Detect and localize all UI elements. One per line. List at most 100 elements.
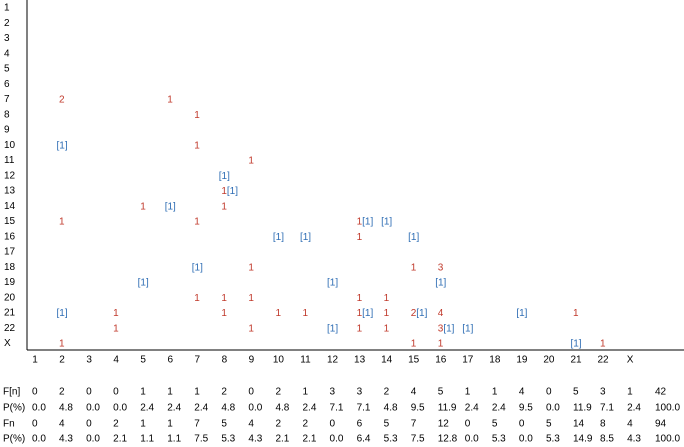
cell-bracket: [1] — [381, 216, 392, 227]
cell: 1 — [59, 338, 65, 349]
cell: 1 — [384, 308, 390, 319]
cell-count: 1 — [411, 262, 417, 273]
cell-bracket: [1] — [462, 323, 473, 334]
footer-value: 3 — [600, 387, 606, 398]
footer-value: 5.3 — [546, 434, 560, 445]
cell: 1 — [194, 109, 200, 120]
cell: [1] — [273, 231, 284, 242]
footer-value: 3 — [330, 387, 336, 398]
cell: 1 — [357, 292, 363, 303]
cell-count: 1 — [221, 292, 227, 303]
footer-value: 1 — [303, 387, 309, 398]
row-label: 17 — [4, 247, 16, 258]
footer-value: 0.0 — [32, 403, 46, 414]
footer-value: 1 — [492, 387, 498, 398]
footer-value: 2 — [221, 387, 227, 398]
cell-count: 1 — [113, 323, 119, 334]
cell: [1] — [327, 323, 338, 334]
row-label: 14 — [4, 201, 16, 212]
cell-count: 1 — [248, 155, 254, 166]
cell: 1[1] — [221, 186, 238, 197]
footer-value: 5 — [384, 419, 390, 430]
footer-value: 1.1 — [167, 434, 181, 445]
cell: 1 — [600, 338, 606, 349]
footer-value: 0 — [465, 419, 471, 430]
cell-count: 1 — [194, 216, 200, 227]
cell-bracket: [1] — [56, 140, 67, 151]
row-label: 10 — [4, 140, 16, 151]
col-label: 6 — [167, 355, 173, 366]
cell: 1 — [221, 308, 227, 319]
cell: 1 — [194, 292, 200, 303]
row-label: 19 — [4, 277, 16, 288]
cell: [1] — [138, 277, 149, 288]
footer-value: 12 — [438, 419, 450, 430]
cell-count: 1 — [384, 308, 390, 319]
cell: [1] — [56, 140, 67, 151]
footer-label: Fn — [3, 419, 15, 430]
footer-value: 0 — [32, 387, 38, 398]
footer-value: 4 — [248, 419, 254, 430]
cell-count: 1 — [303, 308, 309, 319]
cell: [1] — [327, 277, 338, 288]
row-label: 11 — [4, 155, 15, 166]
footer-value: 5 — [221, 419, 227, 430]
footer-value: 0.0 — [86, 434, 100, 445]
cell: 1 — [113, 323, 119, 334]
footer-value: 1 — [627, 387, 633, 398]
cell-bracket: [1] — [408, 231, 419, 242]
footer-value: 5 — [438, 387, 444, 398]
row-label: X — [4, 338, 11, 349]
cell: 2 — [59, 94, 65, 105]
col-label: 8 — [222, 355, 228, 366]
cell-count: 1 — [357, 231, 363, 242]
cell: 1 — [248, 292, 254, 303]
row-label: 9 — [4, 125, 10, 136]
col-label: 12 — [327, 355, 339, 366]
footer-value: 0 — [546, 387, 552, 398]
cell-count: 1 — [438, 338, 444, 349]
cell: 1 — [59, 216, 65, 227]
cell: 1 — [411, 262, 417, 273]
footer-value: 2.4 — [140, 403, 154, 414]
footer-value: 14.9 — [573, 434, 593, 445]
cell: 1 — [194, 216, 200, 227]
footer-value: 4 — [627, 419, 633, 430]
footer-value: 7 — [411, 419, 417, 430]
footer-value: 2 — [275, 387, 281, 398]
cell: 1 — [303, 308, 309, 319]
footer-value: 0.0 — [248, 403, 262, 414]
footer-value: 2.4 — [492, 403, 506, 414]
footer-value: 6.4 — [357, 434, 371, 445]
cell: 1 — [248, 155, 254, 166]
cell: 3[1] — [438, 323, 455, 334]
col-label: 13 — [354, 355, 366, 366]
col-label: 18 — [489, 355, 501, 366]
col-label: 7 — [195, 355, 201, 366]
cell: 2[1] — [411, 308, 428, 319]
cell-count: 1 — [221, 186, 227, 197]
footer-value: 8 — [600, 419, 606, 430]
footer-value: 5.3 — [384, 434, 398, 445]
col-label: 20 — [543, 355, 555, 366]
footer-value: 11.9 — [573, 403, 592, 414]
col-label: 22 — [597, 355, 609, 366]
footer-value: 14 — [573, 419, 585, 430]
cell: 1[1] — [357, 308, 374, 319]
footer-value: 4.3 — [59, 434, 73, 445]
footer-label: F[n] — [3, 387, 20, 398]
cell-count: 1 — [357, 216, 363, 227]
cell-count: 1 — [275, 308, 281, 319]
footer-value: 11.9 — [438, 403, 457, 414]
footer-value: 1.1 — [140, 434, 154, 445]
footer-value: 1 — [167, 419, 173, 430]
cell: 1 — [573, 308, 579, 319]
cell-count: 1 — [248, 292, 254, 303]
footer-value: 5.3 — [221, 434, 235, 445]
cell: 1 — [248, 323, 254, 334]
footer-value: 7.1 — [330, 403, 344, 414]
cell: [1] — [435, 277, 446, 288]
footer-value: 2 — [113, 419, 119, 430]
cell-bracket: [1] — [416, 308, 427, 319]
